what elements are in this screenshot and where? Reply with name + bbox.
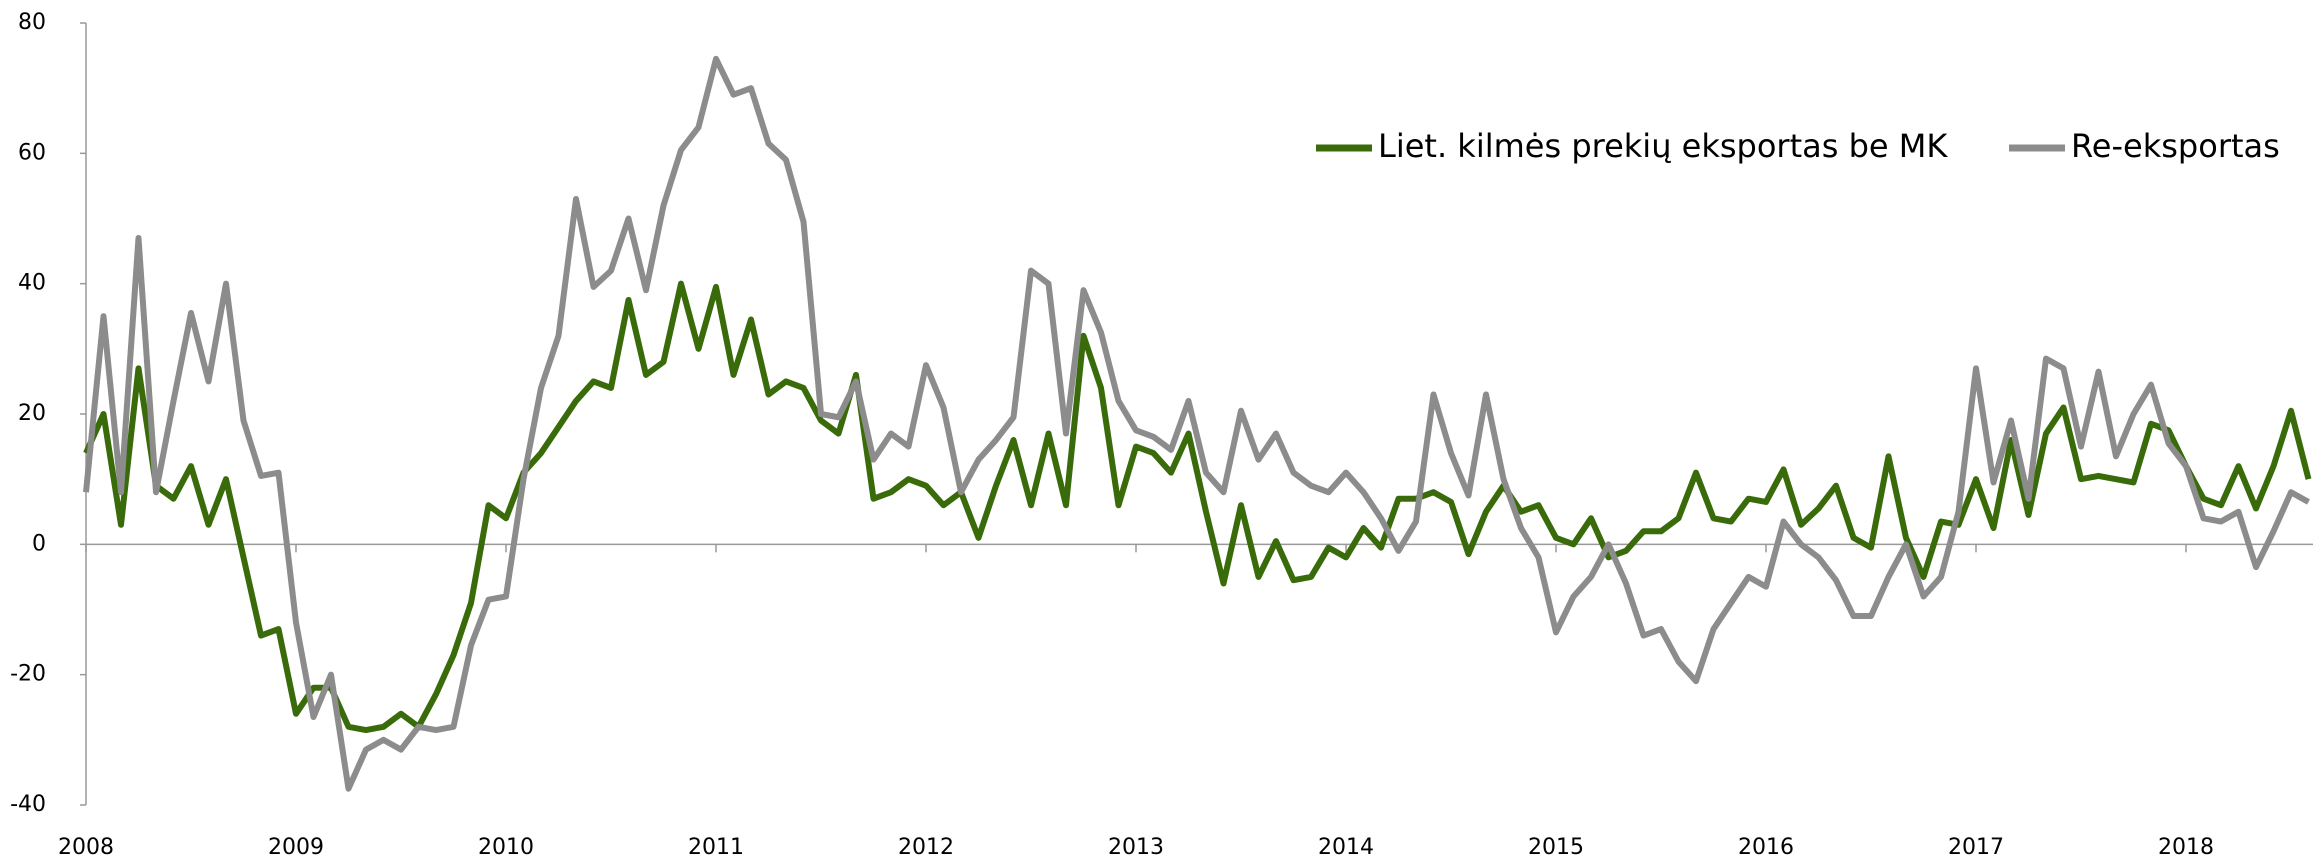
x-tick-label: 2010	[478, 835, 534, 860]
y-tick-label: 0	[32, 531, 46, 556]
x-tick-label: 2016	[1738, 835, 1794, 860]
y-tick-label: -40	[10, 792, 46, 817]
legend-label: Re-eksportas	[2071, 127, 2280, 165]
x-tick-label: 2015	[1528, 835, 1584, 860]
y-tick-label: 60	[18, 140, 46, 165]
y-tick-label: 80	[18, 10, 46, 35]
y-tick-label: 20	[18, 401, 46, 426]
x-tick-label: 2014	[1318, 835, 1374, 860]
x-tick-label: 2017	[1948, 835, 2004, 860]
series-line	[83, 280, 2312, 734]
x-tick-label: 2008	[58, 835, 114, 860]
x-tick-label: 2013	[1108, 835, 1164, 860]
legend-label: Liet. kilmės prekių eksportas be MK	[1378, 127, 1948, 165]
x-tick-label: 2009	[268, 835, 324, 860]
y-tick-label: 40	[18, 271, 46, 296]
y-tick-label: -20	[10, 662, 46, 687]
x-tick-label: 2018	[2158, 835, 2214, 860]
x-tick-label: 2011	[688, 835, 744, 860]
x-tick-label: 2012	[898, 835, 954, 860]
series-line	[83, 55, 2310, 792]
